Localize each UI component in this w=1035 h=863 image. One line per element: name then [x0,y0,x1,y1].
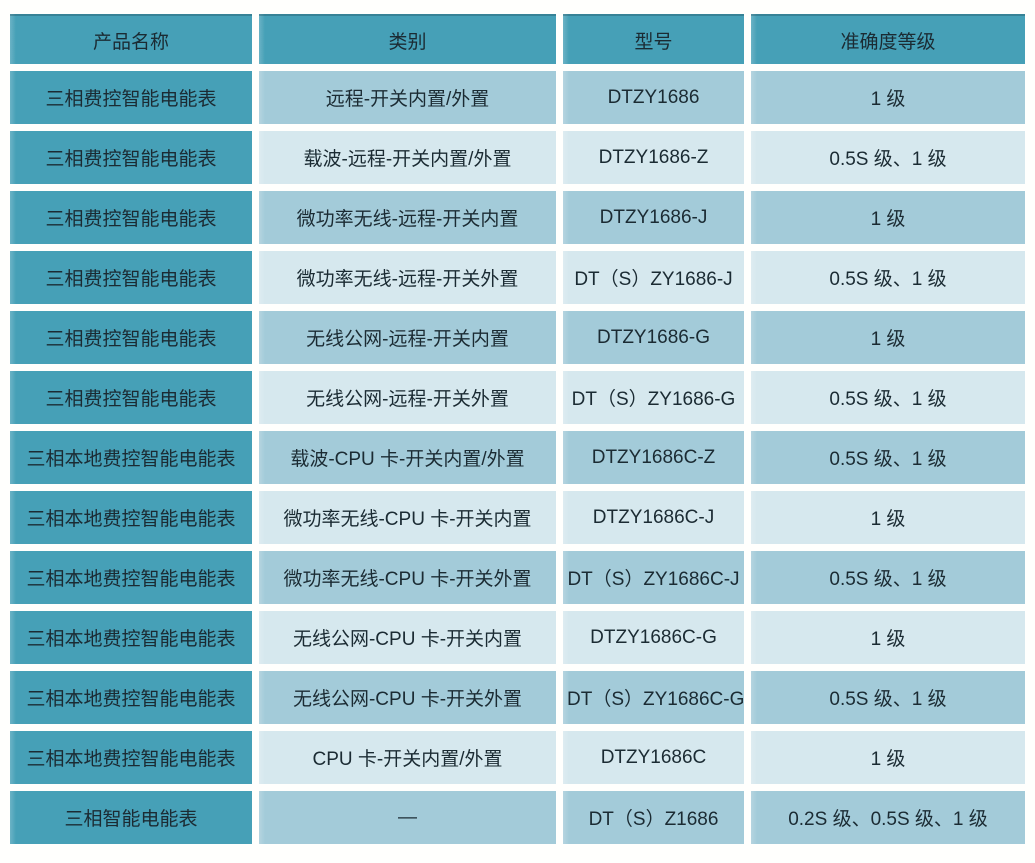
cell-model: DTZY1686C-G [563,611,744,664]
cell-accuracy-class: 0.5S 级、1 级 [751,131,1025,184]
table-row: 三相本地费控智能电能表 微功率无线-CPU 卡-开关内置 DTZY1686C-J… [10,491,1025,544]
cell-product-name: 三相本地费控智能电能表 [10,551,252,604]
cell-product-name: 三相智能电能表 [10,791,252,844]
cell-accuracy-class: 1 级 [751,311,1025,364]
cell-model: DTZY1686-Z [563,131,744,184]
cell-product-name: 三相本地费控智能电能表 [10,671,252,724]
cell-model: DT（S）ZY1686-J [563,251,744,304]
cell-category: — [259,791,556,844]
cell-accuracy-class: 0.5S 级、1 级 [751,431,1025,484]
header-accuracy-class: 准确度等级 [751,14,1025,64]
cell-accuracy-class: 0.5S 级、1 级 [751,551,1025,604]
cell-category: 微功率无线-CPU 卡-开关内置 [259,491,556,544]
cell-category: 无线公网-远程-开关内置 [259,311,556,364]
table-row: 三相费控智能电能表 微功率无线-远程-开关外置 DT（S）ZY1686-J 0.… [10,251,1025,304]
cell-model: DTZY1686C-Z [563,431,744,484]
cell-accuracy-class: 1 级 [751,731,1025,784]
table-row: 三相本地费控智能电能表 微功率无线-CPU 卡-开关外置 DT（S）ZY1686… [10,551,1025,604]
cell-category: 载波-远程-开关内置/外置 [259,131,556,184]
cell-model: DT（S）ZY1686-G [563,371,744,424]
cell-product-name: 三相本地费控智能电能表 [10,491,252,544]
cell-accuracy-class: 0.5S 级、1 级 [751,671,1025,724]
header-model: 型号 [563,14,744,64]
cell-accuracy-class: 1 级 [751,491,1025,544]
cell-model: DT（S）ZY1686C-G [563,671,744,724]
table-header: 产品名称 类别 型号 准确度等级 [10,14,1025,64]
table-row: 三相本地费控智能电能表 CPU 卡-开关内置/外置 DTZY1686C 1 级 [10,731,1025,784]
table-row: 三相本地费控智能电能表 无线公网-CPU 卡-开关内置 DTZY1686C-G … [10,611,1025,664]
cell-model: DT（S）ZY1686C-J [563,551,744,604]
table-row: 三相本地费控智能电能表 载波-CPU 卡-开关内置/外置 DTZY1686C-Z… [10,431,1025,484]
cell-model: DTZY1686-J [563,191,744,244]
cell-model: DT（S）Z1686 [563,791,744,844]
table-row: 三相费控智能电能表 远程-开关内置/外置 DTZY1686 1 级 [10,71,1025,124]
cell-accuracy-class: 0.5S 级、1 级 [751,251,1025,304]
cell-model: DTZY1686C-J [563,491,744,544]
cell-accuracy-class: 1 级 [751,191,1025,244]
cell-category: 无线公网-远程-开关外置 [259,371,556,424]
cell-category: 无线公网-CPU 卡-开关外置 [259,671,556,724]
cell-product-name: 三相本地费控智能电能表 [10,431,252,484]
table-row: 三相费控智能电能表 无线公网-远程-开关内置 DTZY1686-G 1 级 [10,311,1025,364]
header-row: 产品名称 类别 型号 准确度等级 [10,14,1025,64]
cell-product-name: 三相费控智能电能表 [10,191,252,244]
header-category: 类别 [259,14,556,64]
table-row: 三相本地费控智能电能表 无线公网-CPU 卡-开关外置 DT（S）ZY1686C… [10,671,1025,724]
cell-product-name: 三相费控智能电能表 [10,131,252,184]
cell-accuracy-class: 1 级 [751,71,1025,124]
cell-accuracy-class: 0.2S 级、0.5S 级、1 级 [751,791,1025,844]
cell-product-name: 三相费控智能电能表 [10,311,252,364]
cell-product-name: 三相费控智能电能表 [10,71,252,124]
cell-product-name: 三相本地费控智能电能表 [10,731,252,784]
table-row: 三相费控智能电能表 无线公网-远程-开关外置 DT（S）ZY1686-G 0.5… [10,371,1025,424]
table-row: 三相费控智能电能表 载波-远程-开关内置/外置 DTZY1686-Z 0.5S … [10,131,1025,184]
cell-category: CPU 卡-开关内置/外置 [259,731,556,784]
cell-product-name: 三相费控智能电能表 [10,371,252,424]
product-spec-table: 产品名称 类别 型号 准确度等级 三相费控智能电能表 远程-开关内置/外置 DT… [3,7,1032,851]
cell-model: DTZY1686-G [563,311,744,364]
table-body: 三相费控智能电能表 远程-开关内置/外置 DTZY1686 1 级 三相费控智能… [10,71,1025,844]
cell-product-name: 三相费控智能电能表 [10,251,252,304]
cell-accuracy-class: 1 级 [751,611,1025,664]
header-product-name: 产品名称 [10,14,252,64]
table-row: 三相费控智能电能表 微功率无线-远程-开关内置 DTZY1686-J 1 级 [10,191,1025,244]
cell-category: 微功率无线-CPU 卡-开关外置 [259,551,556,604]
cell-model: DTZY1686C [563,731,744,784]
cell-category: 微功率无线-远程-开关外置 [259,251,556,304]
table-row: 三相智能电能表 — DT（S）Z1686 0.2S 级、0.5S 级、1 级 [10,791,1025,844]
cell-product-name: 三相本地费控智能电能表 [10,611,252,664]
cell-accuracy-class: 0.5S 级、1 级 [751,371,1025,424]
cell-category: 远程-开关内置/外置 [259,71,556,124]
cell-model: DTZY1686 [563,71,744,124]
cell-category: 无线公网-CPU 卡-开关内置 [259,611,556,664]
cell-category: 微功率无线-远程-开关内置 [259,191,556,244]
cell-category: 载波-CPU 卡-开关内置/外置 [259,431,556,484]
